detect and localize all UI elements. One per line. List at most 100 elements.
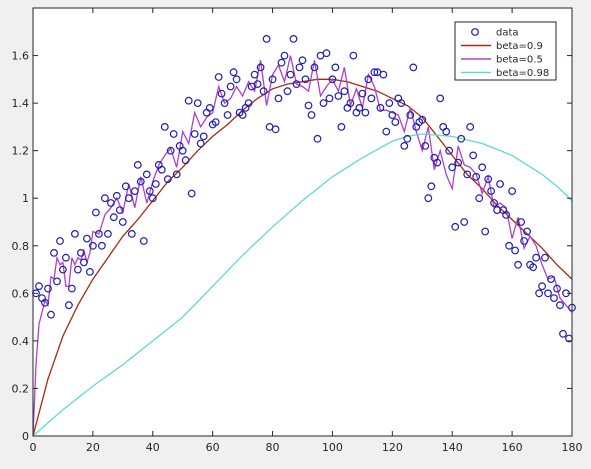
data-point bbox=[64, 301, 73, 310]
data-point bbox=[325, 94, 334, 103]
data-point bbox=[196, 139, 205, 148]
data-point bbox=[403, 134, 412, 143]
data-point bbox=[238, 111, 247, 119]
data-point bbox=[190, 130, 199, 138]
x-tick-label: 180 bbox=[562, 441, 583, 454]
data-point bbox=[463, 170, 472, 179]
data-point bbox=[364, 75, 373, 84]
data-point bbox=[340, 87, 349, 96]
data-point bbox=[286, 70, 295, 79]
data-point bbox=[268, 75, 277, 84]
y-tick-label: 0.2 bbox=[12, 382, 30, 395]
data-point bbox=[35, 282, 43, 291]
data-point bbox=[304, 101, 313, 110]
data-point bbox=[511, 246, 519, 255]
data-point bbox=[44, 284, 52, 293]
data-point bbox=[559, 329, 567, 338]
data-point bbox=[337, 122, 346, 131]
data-point bbox=[400, 141, 409, 150]
data-point bbox=[106, 199, 115, 207]
data-point bbox=[313, 134, 322, 143]
data-point bbox=[244, 99, 253, 107]
data-point bbox=[322, 49, 331, 58]
data-point bbox=[532, 253, 540, 262]
data-point bbox=[109, 213, 118, 222]
data-point bbox=[490, 199, 499, 207]
data-point bbox=[76, 248, 85, 257]
data-point bbox=[82, 234, 91, 243]
data-point bbox=[253, 80, 262, 88]
data-point bbox=[91, 208, 100, 217]
x-axis: 0 20 40 60 80 100 120 140 160 180 bbox=[30, 8, 583, 454]
data-point bbox=[172, 170, 181, 179]
data-point bbox=[382, 127, 391, 136]
data-point bbox=[502, 210, 511, 219]
data-point bbox=[388, 111, 397, 119]
data-point bbox=[67, 284, 76, 293]
data-point bbox=[481, 227, 490, 236]
data-point bbox=[97, 241, 106, 250]
data-point bbox=[376, 103, 385, 112]
data-point bbox=[229, 68, 238, 77]
data-point bbox=[421, 141, 430, 150]
data-point bbox=[187, 189, 196, 198]
data-point bbox=[292, 80, 301, 88]
data-point bbox=[193, 99, 202, 107]
legend-label: beta=0.9 bbox=[496, 41, 543, 52]
data-point bbox=[427, 182, 436, 191]
data-point bbox=[223, 111, 232, 119]
data-point bbox=[553, 284, 561, 293]
legend-label: data bbox=[496, 28, 519, 39]
data-point bbox=[211, 118, 220, 126]
legend-marker bbox=[471, 28, 479, 36]
data-point bbox=[496, 180, 505, 188]
data-point bbox=[103, 229, 112, 238]
data-point bbox=[259, 87, 268, 96]
data-point bbox=[148, 194, 157, 203]
data-point bbox=[85, 268, 94, 276]
series-line-beta-0-98 bbox=[32, 133, 573, 437]
data-point bbox=[151, 180, 160, 188]
data-point bbox=[178, 146, 187, 155]
data-point bbox=[59, 265, 67, 274]
data-point bbox=[397, 99, 406, 107]
data-point bbox=[418, 115, 427, 124]
y-tick-label: 1.2 bbox=[12, 145, 30, 158]
data-point bbox=[184, 96, 193, 105]
data-point bbox=[310, 63, 319, 72]
data-point bbox=[136, 177, 145, 186]
data-point bbox=[544, 289, 552, 298]
data-point bbox=[334, 92, 343, 100]
data-point bbox=[298, 56, 307, 65]
y-tick-label: 1.6 bbox=[12, 50, 30, 63]
data-point bbox=[361, 108, 370, 117]
data-point bbox=[454, 158, 463, 167]
data-point bbox=[226, 82, 235, 91]
data-point bbox=[127, 229, 136, 238]
y-tick-label: 1.4 bbox=[12, 97, 30, 110]
data-point bbox=[121, 182, 130, 191]
data-point bbox=[256, 63, 265, 72]
data-point bbox=[433, 158, 442, 167]
data-point bbox=[379, 70, 388, 79]
data-point bbox=[88, 241, 97, 250]
data-point bbox=[307, 111, 316, 119]
data-point bbox=[424, 194, 433, 203]
data-point bbox=[214, 73, 223, 81]
data-point bbox=[484, 175, 493, 184]
data-point bbox=[406, 111, 415, 119]
data-point bbox=[271, 125, 280, 134]
data-point bbox=[217, 89, 226, 98]
data-point bbox=[157, 165, 166, 174]
data-point bbox=[70, 229, 79, 238]
legend-label: beta=0.98 bbox=[496, 68, 549, 79]
data-point bbox=[517, 218, 525, 226]
data-point bbox=[319, 99, 328, 107]
y-tick-label: 0 bbox=[22, 430, 29, 443]
data-point bbox=[283, 87, 292, 96]
data-point bbox=[538, 282, 546, 291]
series-line-beta-0-5 bbox=[32, 55, 573, 437]
data-point bbox=[205, 103, 214, 112]
data-point bbox=[100, 194, 109, 203]
data-point bbox=[493, 206, 502, 215]
